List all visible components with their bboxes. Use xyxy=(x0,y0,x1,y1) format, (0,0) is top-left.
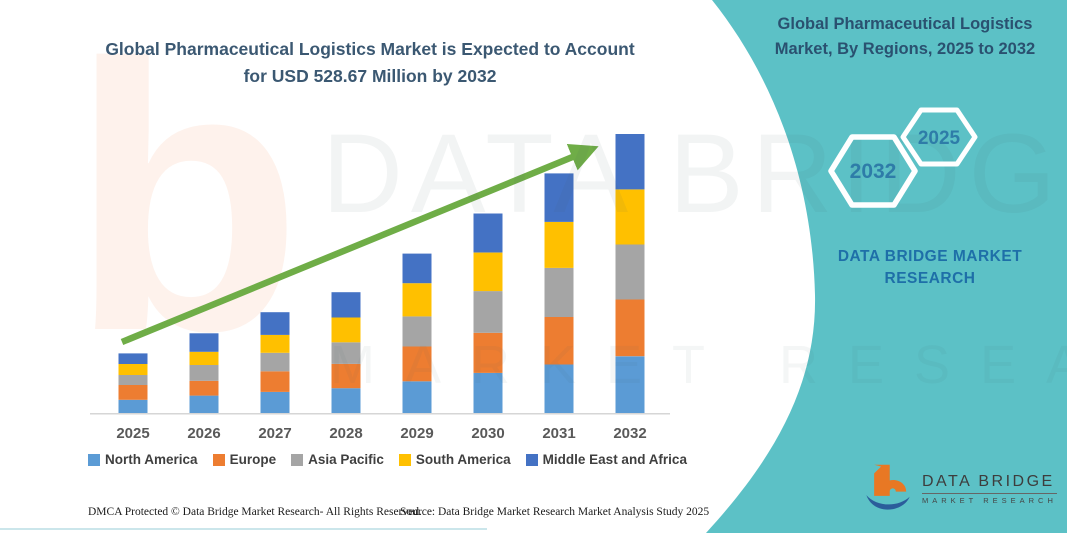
teal-panel-shape xyxy=(706,0,1067,533)
bar-segment xyxy=(331,317,361,343)
legend-item: Asia Pacific xyxy=(291,452,384,467)
bar-segment xyxy=(544,317,574,365)
legend-label: South America xyxy=(415,452,511,467)
brand-wordmark-line2: RESEARCH xyxy=(884,270,976,288)
legend-item: Middle East and Africa xyxy=(525,452,687,467)
legend-label: Europe xyxy=(229,452,277,467)
chart-legend: North America Europe Asia Pacific South Ame… xyxy=(88,452,687,467)
bar-segment xyxy=(189,395,219,413)
brand-wordmark-line1: DATA BRIDGE MARKET xyxy=(837,248,1023,265)
bar-segment xyxy=(118,353,148,364)
bar-segment xyxy=(260,391,290,413)
bar-segment xyxy=(118,399,148,413)
bar-segment xyxy=(260,371,290,392)
databridge-logo-icon xyxy=(866,464,910,510)
hexagon-2032-label: 2032 xyxy=(850,160,897,183)
bar-segment xyxy=(473,213,503,253)
year-hexagons: 2032 2025 xyxy=(828,107,978,208)
legend-swatch xyxy=(398,453,411,466)
legend-swatch xyxy=(212,453,225,466)
legend-item: South America xyxy=(398,452,511,467)
legend-label: Middle East and Africa xyxy=(542,452,687,467)
legend-label: North America xyxy=(105,452,198,467)
bars-group xyxy=(118,134,645,413)
bar-segment xyxy=(544,364,574,413)
x-axis-tick-label: 2026 xyxy=(187,425,220,442)
bar-segment xyxy=(118,363,148,375)
legend-item: North America xyxy=(88,452,198,467)
databridge-logo: DATA BRIDGE MARKET RESEARCH xyxy=(862,463,1057,515)
footer-source-text: Source: Data Bridge Market Research Mark… xyxy=(400,506,710,518)
bar-segment xyxy=(402,316,432,347)
bar-segment xyxy=(473,252,503,292)
chart-title-line1: Global Pharmaceutical Logistics Market i… xyxy=(105,39,635,59)
bar-segment xyxy=(189,333,219,352)
panel-title-line2: Market, By Regions, 2025 to 2032 xyxy=(774,39,1036,58)
bar-segment xyxy=(544,222,574,268)
bar-segment xyxy=(544,173,574,222)
x-axis-tick-label: 2028 xyxy=(329,425,362,442)
bar-segment xyxy=(260,334,290,353)
bar-segment xyxy=(260,352,290,372)
bottom-divider xyxy=(0,528,487,530)
hexagon-2025-label: 2025 xyxy=(918,128,961,149)
panel-title-line1: Global Pharmaceutical Logistics xyxy=(777,15,1033,33)
bar-segment xyxy=(402,253,432,284)
bar-segment xyxy=(473,291,503,333)
panel-title: Global Pharmaceutical Logistics Market, … xyxy=(750,12,1060,62)
trend-arrow xyxy=(120,143,599,346)
bar-segment xyxy=(615,189,645,245)
bar-segment xyxy=(189,351,219,365)
hexagon-2032 xyxy=(828,134,918,208)
bar-segment xyxy=(331,388,361,413)
x-axis-tick-label: 2031 xyxy=(542,425,575,442)
chart-title-line2: for USD 528.67 Million by 2032 xyxy=(243,66,497,87)
bar-segment xyxy=(402,346,432,382)
bar-segment xyxy=(118,375,148,385)
bar-segment xyxy=(331,363,361,389)
bar-segment xyxy=(189,380,219,396)
bar-segment xyxy=(615,244,645,300)
x-axis-tick-label: 2032 xyxy=(613,425,646,442)
bar-segment xyxy=(402,381,432,413)
legend-swatch xyxy=(525,453,538,466)
legend-item: Europe xyxy=(212,452,277,467)
bar-segment xyxy=(544,267,574,317)
bar-segment xyxy=(473,332,503,373)
bar-segment xyxy=(331,342,361,364)
bar-segment xyxy=(473,372,503,413)
bar-segment xyxy=(260,312,290,335)
logo-subtitle-text: MARKET RESEARCH xyxy=(922,493,1057,505)
brand-wordmark: DATA BRIDGE MARKET RESEARCH xyxy=(795,246,1065,291)
x-axis-tick-label: 2030 xyxy=(471,425,504,442)
hexagon-2025 xyxy=(900,107,978,167)
chart-title: Global Pharmaceutical Logistics Market i… xyxy=(105,36,635,90)
legend-label: Asia Pacific xyxy=(308,452,384,467)
x-axis-tick-label: 2027 xyxy=(258,425,291,442)
bar-segment xyxy=(189,365,219,381)
stacked-bar-chart: 2025 2026 2027 2028 2029 2030 2031 2032 xyxy=(90,134,670,442)
x-axis-tick-label: 2025 xyxy=(116,425,149,442)
bar-segment xyxy=(615,356,645,413)
bar-segment xyxy=(615,134,645,190)
x-axis-labels: 2025 2026 2027 2028 2029 2030 2031 2032 xyxy=(116,425,646,442)
bar-segment xyxy=(331,292,361,318)
x-axis-tick-label: 2029 xyxy=(400,425,433,442)
bar-segment xyxy=(402,283,432,317)
legend-swatch xyxy=(88,453,101,466)
bar-segment xyxy=(615,299,645,357)
bar-segment xyxy=(118,385,148,400)
logo-name-text: DATA BRIDGE xyxy=(922,473,1055,490)
legend-swatch xyxy=(291,453,304,466)
footer-dmca-text: DMCA Protected © Data Bridge Market Rese… xyxy=(88,506,422,518)
